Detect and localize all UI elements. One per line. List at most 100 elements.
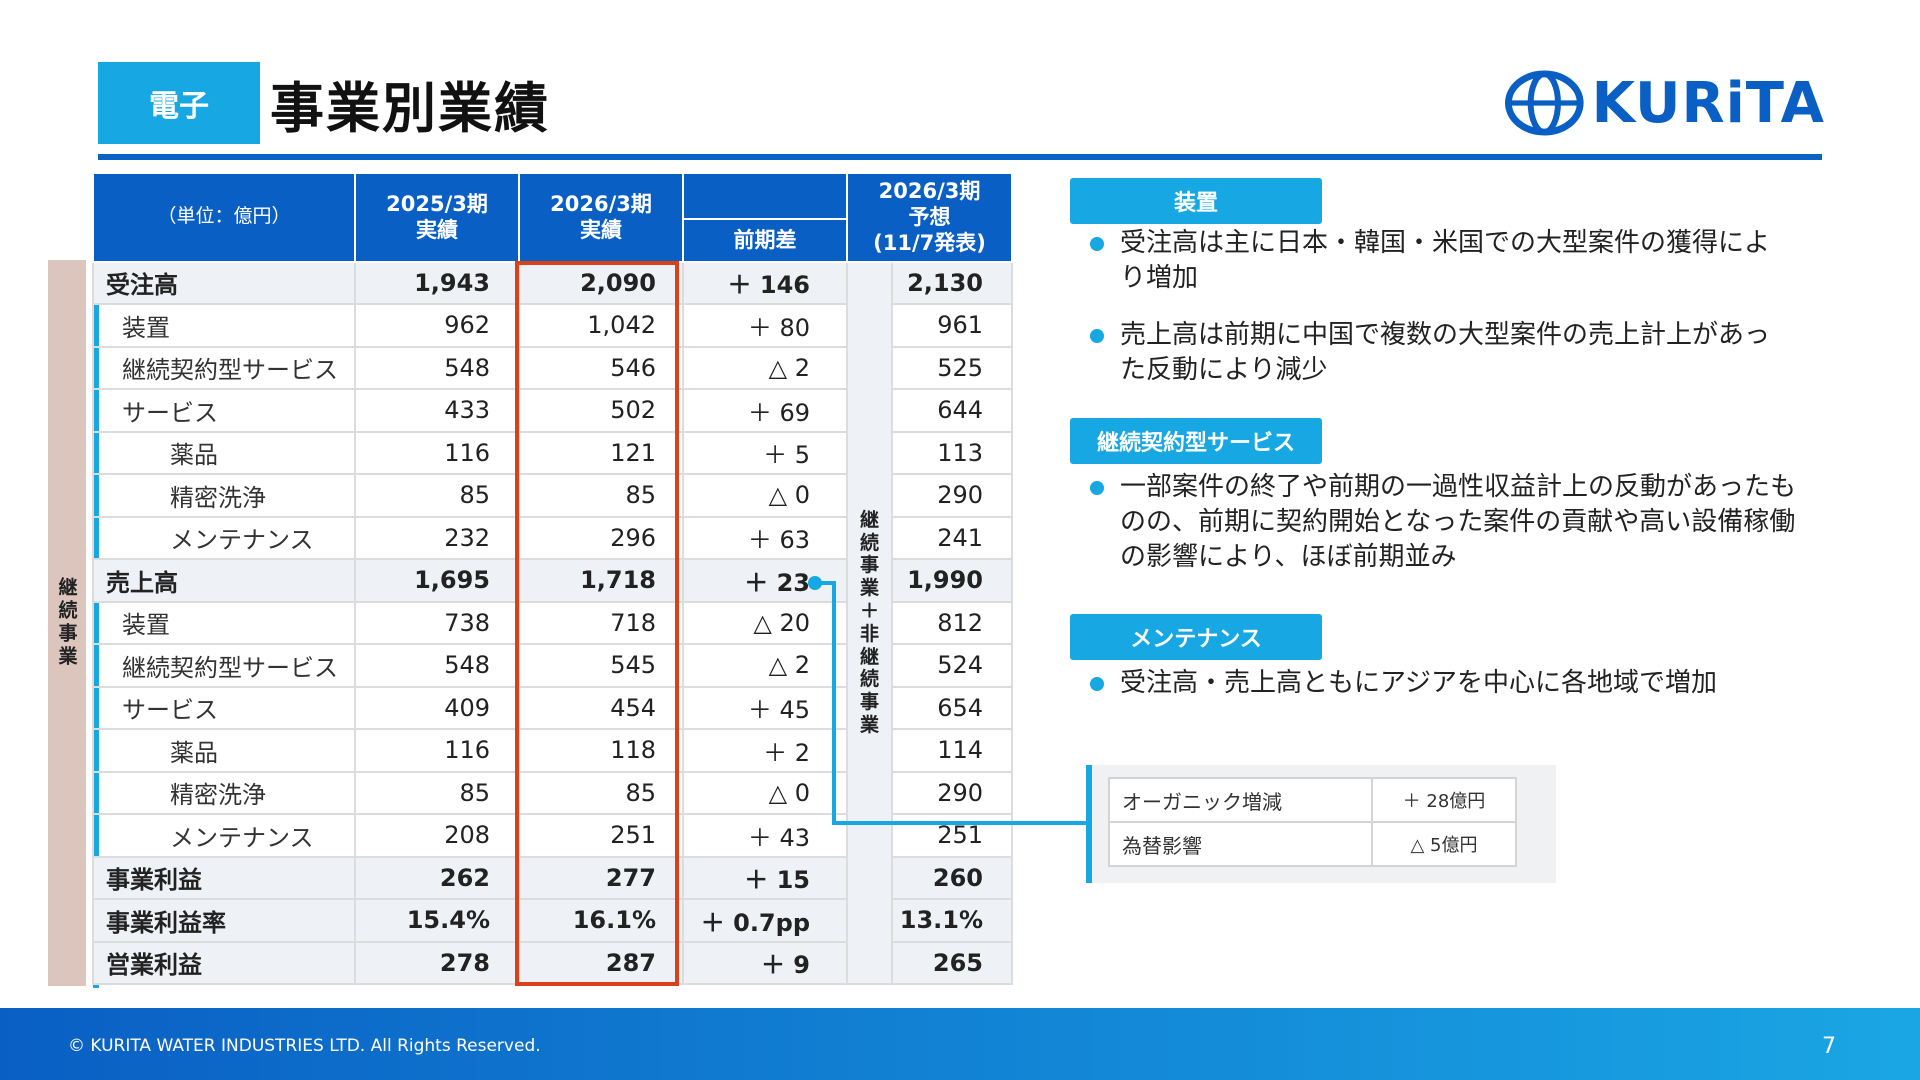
- forecast-value: 290: [890, 473, 1014, 518]
- forecast-value: 654: [890, 685, 1014, 730]
- bullet-item: 一部案件の終了や前期の一過性収益計上の反動があったものの、前期に契約開始となった…: [1090, 470, 1810, 575]
- fy2026-value: 546: [518, 345, 684, 390]
- table-row: 精密洗浄 85 85 △ 0 290: [92, 770, 1014, 815]
- table-row: メンテナンス 208 251 ＋ 43 251: [92, 813, 1014, 858]
- table-row: 事業利益 262 277 ＋ 15 260: [92, 855, 1014, 900]
- fy2025-value: 409: [354, 685, 520, 730]
- row-label: 事業利益率: [92, 898, 356, 943]
- row-label: 事業利益: [92, 855, 356, 900]
- bullet-text: 受注高・売上高ともにアジアを中心に各地域で増加: [1120, 668, 1717, 698]
- diff-header-top: [682, 172, 848, 220]
- row-label: 精密洗浄: [92, 473, 356, 518]
- bullet-dot-icon: [1090, 677, 1104, 691]
- fy2026-value: 2,090: [518, 260, 684, 305]
- fy2025-value: 962: [354, 303, 520, 348]
- bullet-text: 受注高は主に日本・韓国・米国での大型案件の獲得により増加: [1120, 228, 1771, 293]
- fy2026-value: 454: [518, 685, 684, 730]
- fy2025-header-line1: 2025/3期: [386, 192, 488, 216]
- row-label: メンテナンス: [92, 813, 356, 858]
- table-row: メンテナンス 232 296 ＋ 63 241: [92, 515, 1014, 560]
- forecast-value: 251: [890, 813, 1014, 858]
- fy2026-value: 545: [518, 643, 684, 688]
- fy2025-value: 85: [354, 473, 520, 518]
- bullet-item: 受注高は主に日本・韓国・米国での大型案件の獲得により増加: [1090, 226, 1810, 296]
- sub-table-accent: [1086, 765, 1092, 883]
- forecast-value: 13.1%: [890, 898, 1014, 943]
- fy2025-value: 232: [354, 515, 520, 560]
- page-title: 事業別業績: [270, 76, 550, 140]
- table-row: 継続契約型サービス 548 545 △ 2 524: [92, 643, 1014, 688]
- row-label: 薬品: [92, 728, 356, 773]
- diff-value: ＋ 9: [682, 940, 848, 985]
- table-row: オーガニック増減 ＋ 28億円: [1108, 777, 1517, 823]
- forecast-header-line1: 2026/3期: [878, 178, 981, 203]
- diff-value: ＋ 0.7pp: [682, 898, 848, 943]
- fy2026-value: 118: [518, 728, 684, 773]
- diff-value: ＋ 45: [682, 685, 848, 730]
- fy2026-value: 251: [518, 813, 684, 858]
- table-row: 受注高 1,943 2,090 ＋ 146 継 続 事 業 ＋ 非 継 続 事 業 2,1…: [92, 260, 1014, 985]
- forecast-value: 114: [890, 728, 1014, 773]
- fy2026-value: 85: [518, 473, 684, 518]
- row-label: 薬品: [92, 430, 356, 475]
- table-row: 薬品 116 121 ＋ 5 113: [92, 430, 1014, 475]
- forecast-value: 241: [890, 515, 1014, 560]
- section-badge: 電子: [98, 62, 260, 144]
- footer-bar: [0, 1008, 1920, 1080]
- forecast-value: 265: [890, 940, 1014, 985]
- fy2026-value: 85: [518, 770, 684, 815]
- fy2025-value: 85: [354, 770, 520, 815]
- forecast-header-line3: (11/7発表): [873, 231, 986, 256]
- diff-value: ＋ 80: [682, 303, 848, 348]
- forecast-value: 260: [890, 855, 1014, 900]
- fy2026-value: 1,042: [518, 303, 684, 348]
- fy2026-value: 121: [518, 430, 684, 475]
- fy2026-value: 718: [518, 600, 684, 645]
- forecast-value: 812: [890, 600, 1014, 645]
- table-row: 営業利益 278 287 ＋ 9 265: [92, 940, 1014, 985]
- tag-equipment: 装置: [1070, 178, 1322, 224]
- tag-contract-service: 継続契約型サービス: [1070, 418, 1322, 464]
- diff-value: ＋ 15: [682, 855, 848, 900]
- table-row: 為替影響 △ 5億円: [1108, 821, 1517, 867]
- row-label: 継続契約型サービス: [92, 643, 356, 688]
- table-row: サービス 409 454 ＋ 45 654: [92, 685, 1014, 730]
- connector-line: [820, 581, 836, 585]
- fy2026-value: 287: [518, 940, 684, 985]
- breakdown-value: ＋ 28億円: [1371, 777, 1517, 823]
- bullet-dot-icon: [1090, 237, 1104, 251]
- diff-value: △ 2: [682, 643, 848, 688]
- bullet-item: 売上高は前期に中国で複数の大型案件の売上計上があった反動により減少: [1090, 318, 1810, 388]
- breakdown-label: 為替影響: [1108, 821, 1373, 867]
- diff-value: △ 0: [682, 770, 848, 815]
- forecast-value: 113: [890, 430, 1014, 475]
- row-label: サービス: [92, 388, 356, 433]
- fy2026-header-line1: 2026/3期: [550, 192, 652, 216]
- kurita-logo-icon: [1505, 70, 1584, 136]
- row-label: メンテナンス: [92, 515, 356, 560]
- table-row: 装置 738 718 △ 20 812: [92, 600, 1014, 645]
- tag-maintenance: メンテナンス: [1070, 614, 1322, 660]
- diff-value: △ 20: [682, 600, 848, 645]
- header-divider: [98, 154, 1822, 160]
- table-row: 精密洗浄 85 85 △ 0 290: [92, 473, 1014, 518]
- diff-value: ＋ 69: [682, 388, 848, 433]
- fy2025-value: 208: [354, 813, 520, 858]
- fy2025-value: 116: [354, 728, 520, 773]
- sales-breakdown-box: オーガニック増減 ＋ 28億円 為替影響 △ 5億円: [1092, 765, 1556, 883]
- fy2025-value: 1,695: [354, 558, 520, 603]
- fy2025-value: 262: [354, 855, 520, 900]
- fy2025-value: 116: [354, 430, 520, 475]
- diff-value: ＋ 43: [682, 813, 848, 858]
- fy2025-value: 278: [354, 940, 520, 985]
- connector-line: [832, 581, 836, 825]
- table-row: 装置 962 1,042 ＋ 80 961: [92, 303, 1014, 348]
- logo-wordmark: KURiTA: [1591, 70, 1825, 136]
- forecast-value: 524: [890, 643, 1014, 688]
- row-label: 装置: [92, 600, 356, 645]
- fy2026-header: 2026/3期 実績: [518, 172, 684, 263]
- fy2026-header-line2: 実績: [580, 218, 622, 243]
- breakdown-label: オーガニック増減: [1108, 777, 1373, 823]
- fy2026-value: 16.1%: [518, 898, 684, 943]
- fy2025-value: 738: [354, 600, 520, 645]
